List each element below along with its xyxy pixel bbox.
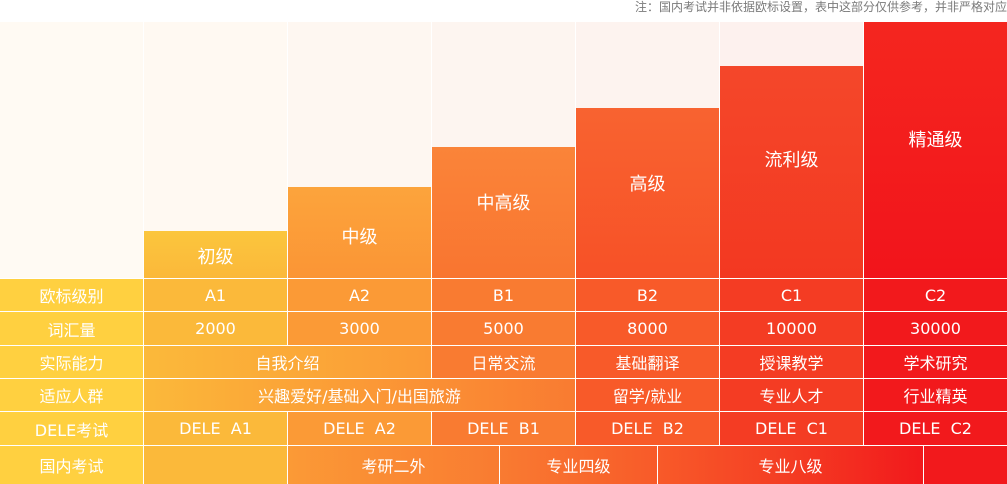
vocab-cell: 5000 bbox=[432, 312, 575, 345]
level-name: 中高级 bbox=[476, 193, 531, 214]
row-header-audience: 适应人群 bbox=[0, 379, 143, 411]
cefr-cell: B2 bbox=[576, 279, 719, 311]
domestic-empty-cell bbox=[144, 446, 287, 484]
dele-cell: DELE C1 bbox=[720, 412, 863, 445]
row-header-domestic: 国内考试 bbox=[0, 446, 143, 484]
cefr-cell: A1 bbox=[144, 279, 287, 311]
level-stair-5: 流利级 bbox=[720, 66, 863, 278]
level-stair-2: 中级 bbox=[288, 187, 431, 278]
vocab-cell: 8000 bbox=[576, 312, 719, 345]
dele-cell: DELE B1 bbox=[432, 412, 575, 445]
ability-cell: 基础翻译 bbox=[576, 346, 719, 378]
domestic-cell: 专业四级 bbox=[500, 446, 657, 484]
level-name: 流利级 bbox=[764, 150, 819, 171]
ability-cell: 授课教学 bbox=[720, 346, 863, 378]
dele-cell: DELE A2 bbox=[288, 412, 431, 445]
vocab-cell: 10000 bbox=[720, 312, 863, 345]
dele-cell: DELE C2 bbox=[864, 412, 1007, 445]
dele-cell: DELE A1 bbox=[144, 412, 287, 445]
row-header-ability: 实际能力 bbox=[0, 346, 143, 378]
footnote: 注：国内考试并非依据欧标设置，表中这部分仅供参考，并非严格对应 bbox=[634, 0, 1007, 14]
ability-cell: 自我介绍 bbox=[144, 346, 431, 378]
domestic-cell: 考研二外 bbox=[288, 446, 499, 484]
dele-cell: DELE B2 bbox=[576, 412, 719, 445]
domestic-empty-cell bbox=[924, 446, 1007, 484]
domestic-cell: 专业八级 bbox=[658, 446, 923, 484]
audience-cell: 行业精英 bbox=[864, 379, 1007, 411]
row-header-vocab: 词汇量 bbox=[0, 312, 143, 345]
vocab-cell: 2000 bbox=[144, 312, 287, 345]
vocab-cell: 3000 bbox=[288, 312, 431, 345]
level-name: 高级 bbox=[629, 174, 666, 195]
audience-cell: 专业人才 bbox=[720, 379, 863, 411]
audience-cell: 留学/就业 bbox=[576, 379, 719, 411]
cefr-cell: C1 bbox=[720, 279, 863, 311]
level-name: 中级 bbox=[341, 227, 378, 248]
level-stair-1: 初级 bbox=[144, 231, 287, 278]
row-header-cefr: 欧标级别 bbox=[0, 279, 143, 311]
level-stair-4: 高级 bbox=[576, 108, 719, 278]
ability-cell: 日常交流 bbox=[432, 346, 575, 378]
cefr-cell: B1 bbox=[432, 279, 575, 311]
level-stair-3: 中高级 bbox=[432, 147, 575, 278]
cefr-cell: A2 bbox=[288, 279, 431, 311]
ability-cell: 学术研究 bbox=[864, 346, 1007, 378]
cefr-cell: C2 bbox=[864, 279, 1007, 311]
row-header-dele: DELE考试 bbox=[0, 412, 143, 445]
level-name: 初级 bbox=[197, 247, 234, 268]
level-name: 精通级 bbox=[908, 130, 963, 151]
audience-cell: 兴趣爱好/基础入门/出国旅游 bbox=[144, 379, 575, 411]
level-stair-6: 精通级 bbox=[864, 22, 1007, 278]
stair-bg-label-column bbox=[0, 22, 143, 278]
vocab-cell: 30000 bbox=[864, 312, 1007, 345]
